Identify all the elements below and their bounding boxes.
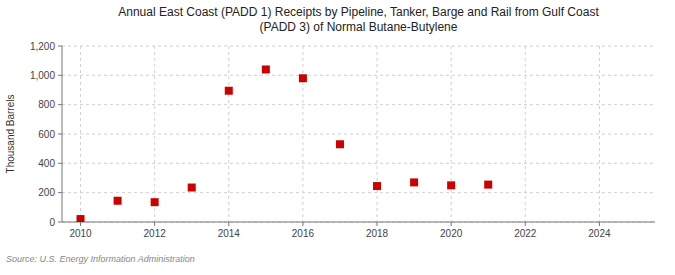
x-tick (154, 222, 155, 226)
x-tick (302, 222, 303, 226)
y-tick (58, 163, 62, 164)
y-tick-label: 600 (38, 129, 55, 140)
title: Annual East Coast (PADD 1) Receipts by P… (118, 5, 599, 34)
x-grid-line (451, 46, 452, 222)
x-grid-line (302, 46, 303, 222)
x-tick-label: 2014 (218, 228, 241, 239)
y-tick (58, 104, 62, 105)
x-tick (599, 222, 600, 226)
point (151, 198, 159, 206)
y-tick (58, 46, 62, 47)
x-tick-label: 2010 (69, 228, 92, 239)
x-grid-line (377, 46, 378, 222)
x-tick (80, 222, 81, 226)
y-tick-label: 0 (49, 217, 55, 228)
y-tick (58, 222, 62, 223)
x-tick (525, 222, 526, 226)
point (373, 182, 381, 190)
x-tick-label: 2022 (514, 228, 537, 239)
point (410, 178, 418, 186)
x-tick-label: 2024 (588, 228, 611, 239)
x-grid-line (80, 46, 81, 222)
point (299, 74, 307, 82)
x-tick (451, 222, 452, 226)
x-axis-line (62, 222, 655, 223)
y-grid-line (62, 192, 655, 193)
y-grid-line (62, 163, 655, 164)
point (262, 65, 270, 73)
y-tick (58, 192, 62, 193)
point (188, 184, 196, 192)
x-tick-label: 2020 (440, 228, 463, 239)
y-axis-line (62, 46, 63, 222)
point (484, 181, 492, 189)
x-grid-line (154, 46, 155, 222)
source-note: Source: U.S. Energy Information Administ… (6, 254, 195, 264)
x-tick (228, 222, 229, 226)
x-tick-label: 2018 (366, 228, 389, 239)
x-grid-line (228, 46, 229, 222)
x-tick-label: 2012 (144, 228, 167, 239)
axes: 0 200 400 600 800 1,000 1,200 2010 2012 2014 2016 2… (30, 41, 655, 240)
x-grid-line (525, 46, 526, 222)
y-tick-label: 1,200 (30, 41, 55, 52)
point (336, 140, 344, 148)
y-tick-label: 1,000 (30, 70, 55, 81)
point (225, 87, 233, 95)
points (77, 65, 493, 222)
y-grid-line (62, 104, 655, 105)
x-tick (377, 222, 378, 226)
chart-container: Annual East Coast (PADD 1) Receipts by P… (0, 0, 675, 275)
point (77, 215, 85, 222)
y-tick-label: 400 (38, 158, 55, 169)
x-tick-label: 2016 (292, 228, 315, 239)
y-grid-line (62, 75, 655, 76)
x-grid-line (599, 46, 600, 222)
y-grid-line (62, 46, 655, 47)
y-axis-label: Thousand Barrels (5, 95, 16, 174)
title-line: Annual East Coast (PADD 1) Receipts by P… (118, 5, 599, 19)
grid (62, 46, 655, 222)
y-grid-line (62, 222, 655, 223)
y-grid-line (62, 134, 655, 135)
point (447, 181, 455, 189)
y-tick-label: 200 (38, 187, 55, 198)
point (114, 197, 122, 205)
title-line: (PADD 3) of Normal Butane-Butylene (260, 20, 458, 34)
y-tick (58, 75, 62, 76)
y-tick-label: 800 (38, 99, 55, 110)
chart: Annual East Coast (PADD 1) Receipts by P… (0, 0, 675, 275)
y-tick (58, 134, 62, 135)
